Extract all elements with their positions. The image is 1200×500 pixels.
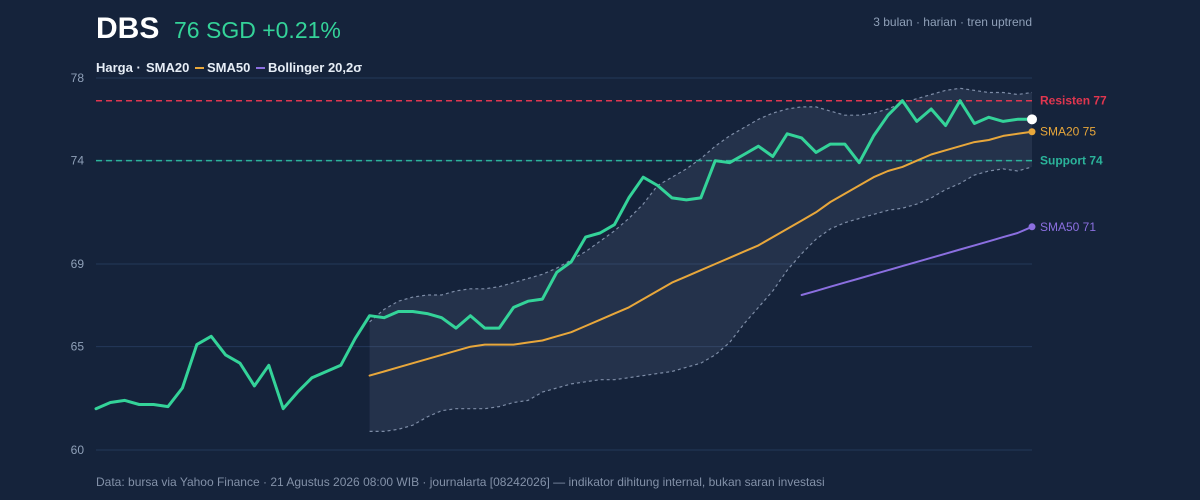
sma50-end-label: SMA50 71 [1040,220,1096,234]
resistance-label: Resisten 77 [1040,94,1107,108]
legend-bollinger: Bollinger 20,2σ [268,60,362,75]
sma50-last-point [1028,223,1036,231]
legend-price: Harga · [96,60,141,75]
footer-source: Data: bursa via Yahoo Finance · 21 Agust… [96,475,825,489]
legend: Harga · SMA20 SMA50 Bollinger 20,2σ [96,60,362,75]
bollinger-upper-line [369,87,1033,323]
ticker-symbol: DBS [96,12,159,45]
y-tick-label: 69 [71,257,85,271]
support-label: Support 74 [1040,154,1103,168]
sma20-line [368,130,1033,377]
harga-line [94,99,1034,411]
bollinger-lower-line [369,166,1033,432]
price-levels: Resisten 77 Support 74 [96,94,1107,168]
y-tick-label: 78 [71,71,85,85]
y-tick-label: 74 [71,154,85,168]
legend-sma20: SMA20 [146,60,189,75]
sma20-last-point [1028,128,1036,136]
legend-sma50: SMA50 [207,60,250,75]
price-change: 76 SGD +0.21% [174,17,341,43]
y-axis-ticks: 60 65 69 74 78 [71,71,85,457]
sma20-end-label: SMA20 75 [1040,125,1096,139]
series-lines [94,99,1034,411]
sma50-line [800,225,1033,296]
end-markers: SMA20 75 SMA50 71 [1027,114,1096,234]
price-last-point [1027,114,1037,125]
bollinger-band-area [369,88,1033,432]
chart-meta: 3 bulan · harian · tren uptrend [873,15,1032,29]
y-tick-label: 60 [71,443,85,457]
y-tick-label: 65 [71,340,85,354]
